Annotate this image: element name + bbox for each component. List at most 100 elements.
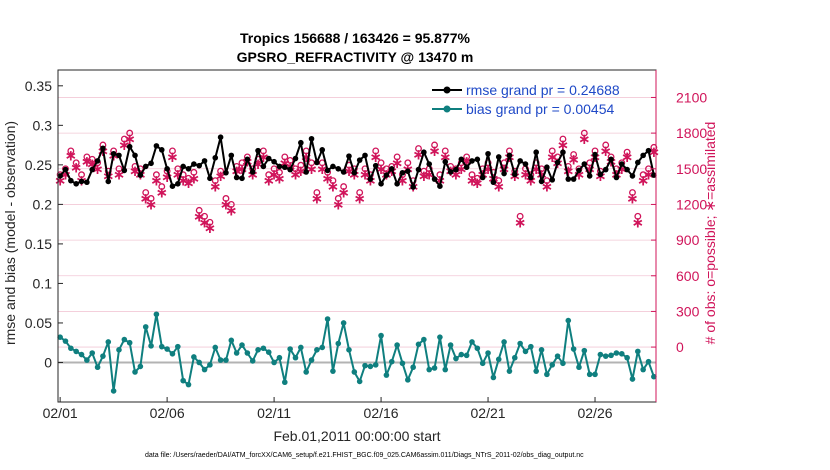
obs-assimilated-marker: ∗ [70,159,83,177]
chart-title: Tropics 156688 / 163426 = 95.877% [240,30,471,46]
obs-assimilated-marker: ∗ [439,148,452,166]
bias-point [287,346,293,352]
legend-marker [443,105,451,113]
rmse-point [62,166,69,173]
obs-assimilated-marker: ∗ [198,213,211,231]
obs-possible-marker [639,171,647,179]
obs-possible-marker [152,171,160,179]
rmse-point [597,171,604,178]
rmse-point [490,179,497,186]
rmse-point [458,156,465,163]
rmse-point [651,172,657,178]
obs-possible-marker [286,157,294,164]
bias-point [378,332,384,339]
bias-point [383,372,390,378]
bias-point [442,366,449,373]
bias-point [624,354,630,361]
obs-possible-marker [623,148,631,156]
bias-point [239,342,245,348]
y2-tick-label: 2100 [676,89,707,105]
rmse-point [549,177,556,183]
rmse-point [158,147,165,153]
x-tick-label: 02/06 [150,405,185,421]
obs-assimilated-marker: ∗ [295,162,308,180]
rmse-point [78,178,85,185]
obs-assimilated-marker: ∗ [327,178,340,196]
rmse-point [533,149,539,156]
rmse-point [116,152,122,159]
rmse-point [314,159,320,166]
bias-point [570,346,577,352]
bias-point [602,353,609,359]
rmse-point [233,174,240,181]
rmse-point [255,147,261,154]
bias-point [191,354,197,360]
rmse-point [180,163,186,170]
obs-possible-marker [265,171,273,179]
obs-possible-marker [67,147,75,155]
rmse-point [453,166,459,173]
bias-series [57,311,657,394]
y2-axis: 2100 1800 1500 1200 900 600 300 0 [651,70,707,402]
bias-point [367,363,374,370]
obs-possible-marker [115,165,123,173]
obs-assimilated-marker: ∗ [632,213,645,231]
obs-assimilated-marker: ∗ [188,169,201,187]
x-tick-label: 02/21 [471,405,506,421]
rmse-point [196,162,203,169]
bias-point [437,334,443,340]
y-axis-label: rmse and bias (model - observation) [2,121,18,345]
rmse-point [73,181,79,187]
rmse-point [142,163,149,170]
bias-point [255,347,261,353]
obs-possible-marker [340,183,348,191]
bias-point [148,343,154,349]
obs-possible-marker [158,183,166,191]
rmse-point [340,169,347,175]
x-axis-label: Feb.01,2011 00:00:00 start [273,428,440,444]
rmse-point [544,164,550,171]
bias-point [84,357,90,363]
obs-assimilated-marker: ∗ [166,148,179,166]
bias-point [458,351,465,358]
bias-point [212,344,219,351]
bias-point [581,347,588,354]
rmse-point [308,135,315,142]
bias-point [308,357,315,363]
obs-possible-marker [238,159,246,167]
bias-point [388,358,395,365]
rmse-point [367,176,374,182]
rmse-point [405,168,411,174]
rmse-point [330,163,336,170]
x-axis: 02/01 02/06 02/11 02/16 02/21 02/26 [43,397,613,421]
y-tick-label: 0.05 [25,315,52,331]
bias-point [431,365,438,371]
y-tick-label: 0.25 [25,157,52,173]
bias-point [399,360,406,367]
bias-point [244,350,251,356]
obs-assimilated-marker: ∗ [65,147,78,165]
bias-point [447,342,454,348]
bias-point [463,352,470,359]
bias-point [597,351,604,358]
bias-point [517,340,523,347]
rmse-point [169,183,176,189]
bias-point [469,339,475,345]
obs-assimilated-marker: ∗ [220,195,233,213]
rmse-point [560,149,566,156]
obs-possible-marker [313,189,321,197]
rmse-point [576,167,582,174]
obs-possible-marker [415,145,422,153]
obs-possible-marker [83,153,91,161]
y2-axis-label: # of obs: o=possible; ∗=assimilated [702,122,718,345]
bias-point [180,377,186,384]
bias-point [640,366,646,373]
rmse-point [581,161,588,167]
bias-point [265,349,272,356]
obs-assimilated-marker: ∗ [428,142,441,160]
obs-assimilated-marker: ∗ [54,172,67,190]
bias-point [335,340,342,347]
bias-point [501,339,507,345]
bias-point [560,360,566,367]
obs-assimilated-marker: ∗ [172,166,185,184]
